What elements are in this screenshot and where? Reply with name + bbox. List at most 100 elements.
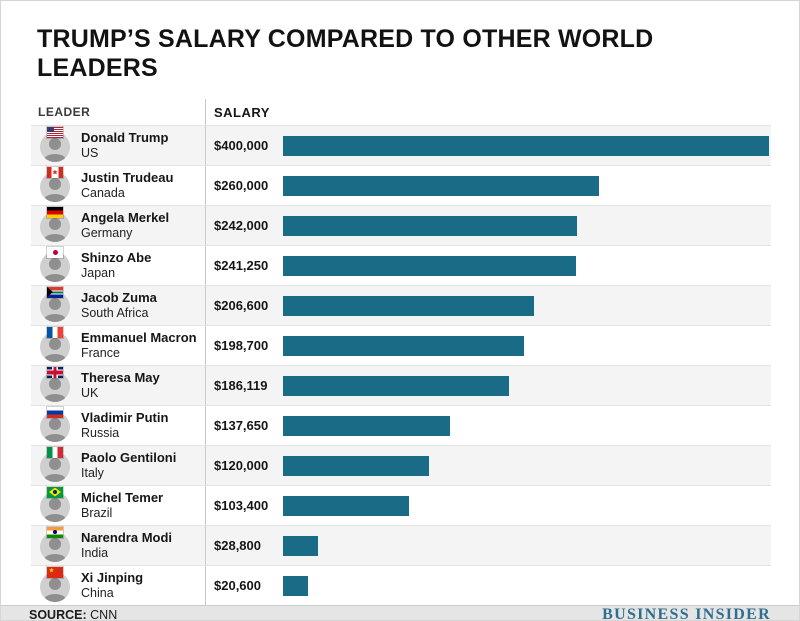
leader-name: Emmanuel Macron (81, 329, 197, 345)
leader-identity: Emmanuel Macron France (81, 329, 197, 360)
leader-cell: Xi Jinping China (31, 566, 206, 605)
leader-identity: Xi Jinping China (81, 570, 143, 600)
salary-value: $137,650 (214, 418, 269, 433)
leader-country: Brazil (81, 505, 113, 520)
leader-cell: Vladimir Putin Russia (31, 406, 206, 445)
leader-identity: Michel Temer Brazil (81, 489, 164, 520)
salary-value: $260,000 (214, 178, 269, 193)
leader-portrait (38, 126, 72, 163)
country-flag-icon (47, 366, 63, 378)
leader-country: Japan (81, 265, 116, 280)
salary-table: LEADER SALARY Donald Trump US $400,000 (31, 99, 771, 605)
source-credit: SOURCE: CNN (29, 608, 118, 621)
bar-track (283, 495, 771, 516)
leader-row: Shinzo Abe Japan $241,250 (31, 245, 771, 285)
country-flag-icon (47, 446, 63, 458)
leader-portrait (38, 366, 72, 403)
leader-country: US (81, 145, 99, 160)
leader-row: Angela Merkel Germany $242,000 (31, 205, 771, 245)
salary-value: $103,400 (214, 498, 269, 513)
leader-cell: Justin Trudeau Canada (31, 166, 206, 205)
leader-cell: Angela Merkel Germany (31, 206, 206, 245)
bar-track (283, 375, 771, 396)
salary-bar (283, 535, 318, 556)
salary-bar (283, 575, 309, 596)
salary-value: $242,000 (214, 218, 269, 233)
bar-track (283, 295, 771, 316)
table-body: Donald Trump US $400,000 Justin Trudeau … (31, 125, 771, 605)
leader-name: Paolo Gentiloni (81, 449, 177, 465)
leader-row: Theresa May UK $186,119 (31, 365, 771, 405)
salary-value: $198,700 (214, 338, 269, 353)
salary-bar (283, 495, 409, 516)
bar-track (283, 215, 771, 236)
leader-portrait (38, 326, 72, 363)
leader-identity: Vladimir Putin Russia (81, 409, 169, 440)
leader-name: Michel Temer (81, 489, 164, 505)
leader-name: Shinzo Abe (81, 249, 152, 265)
leader-name: Theresa May (81, 369, 160, 385)
source-value: CNN (90, 608, 118, 621)
table-header-row: LEADER SALARY (31, 99, 771, 125)
leader-cell: Jacob Zuma South Africa (31, 286, 206, 325)
leader-cell: Paolo Gentiloni Italy (31, 446, 206, 485)
salary-value: $186,119 (214, 378, 268, 393)
leader-country: Germany (81, 225, 133, 240)
salary-bar (283, 375, 510, 396)
leader-portrait (38, 526, 72, 563)
salary-value: $120,000 (214, 458, 269, 473)
salary-value: $241,250 (214, 258, 269, 273)
leader-country: China (81, 585, 114, 600)
salary-bar (283, 255, 577, 276)
country-flag-icon (47, 526, 63, 538)
leader-portrait (38, 486, 72, 523)
chart-title: TRUMP’S SALARY COMPARED TO OTHER WORLD L… (37, 25, 654, 82)
bar-track (283, 255, 771, 276)
leader-identity: Narendra Modi India (81, 529, 173, 560)
country-flag-icon (47, 406, 63, 418)
leader-row: Michel Temer Brazil $103,400 (31, 485, 771, 525)
country-flag-icon (47, 326, 63, 338)
leader-portrait (38, 286, 72, 323)
leader-identity: Donald Trump US (81, 129, 169, 160)
salary-value: $28,800 (214, 538, 261, 553)
leader-portrait (38, 246, 72, 283)
leader-row: Jacob Zuma South Africa $206,600 (31, 285, 771, 325)
business-insider-logo: BUSINESS INSIDER (602, 606, 771, 621)
leader-identity: Angela Merkel Germany (81, 209, 170, 240)
leader-row: Xi Jinping China $20,600 (31, 565, 771, 605)
leader-name: Vladimir Putin (81, 409, 169, 425)
salary-column-header: SALARY (214, 104, 270, 120)
salary-bar (283, 295, 535, 316)
country-flag-icon (47, 166, 63, 178)
leader-name: Donald Trump (81, 129, 169, 145)
salary-value: $206,600 (214, 298, 269, 313)
salary-bar (283, 215, 578, 236)
leader-country: India (81, 545, 109, 560)
leader-portrait (38, 446, 72, 483)
salary-bar (283, 455, 429, 476)
leader-identity: Justin Trudeau Canada (81, 169, 174, 200)
bar-track (283, 335, 771, 356)
leader-cell: Theresa May UK (31, 366, 206, 405)
leader-country: South Africa (81, 305, 149, 320)
leader-portrait (38, 566, 72, 603)
country-flag-icon (47, 246, 63, 258)
salary-bar (283, 135, 769, 156)
leader-row: Justin Trudeau Canada $260,000 (31, 165, 771, 205)
source-label: SOURCE: (29, 608, 87, 621)
salary-bar (283, 335, 525, 356)
bar-track (283, 575, 771, 596)
leader-country: Russia (81, 425, 120, 440)
country-flag-icon (47, 486, 63, 498)
leader-portrait (38, 166, 72, 203)
leader-name: Narendra Modi (81, 529, 173, 545)
leader-row: Donald Trump US $400,000 (31, 125, 771, 165)
leader-name: Justin Trudeau (81, 169, 174, 185)
leader-country: Italy (81, 465, 104, 480)
leader-name: Angela Merkel (81, 209, 170, 225)
leader-cell: Donald Trump US (31, 126, 206, 165)
bar-track (283, 175, 771, 196)
leader-name: Jacob Zuma (81, 289, 157, 305)
